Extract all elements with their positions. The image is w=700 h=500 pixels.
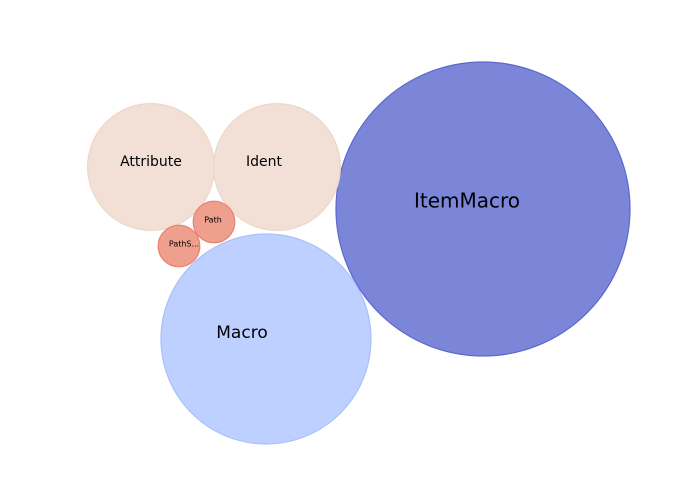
bubble-label-itemmacro: ItemMacro [414, 189, 520, 213]
bubble-ident [213, 102, 342, 232]
bubble-label-ident: Ident [246, 154, 283, 170]
bubble-paths [157, 224, 201, 268]
bubble-label-attribute: Attribute [120, 154, 182, 170]
bubble-itemmacro [335, 61, 631, 357]
bubble-macro [160, 233, 372, 445]
bubble-label-paths: PathS... [169, 240, 199, 249]
bubble-label-path: Path [204, 216, 222, 225]
bubble-label-macro: Macro [216, 323, 267, 343]
bubble-path [192, 200, 236, 244]
